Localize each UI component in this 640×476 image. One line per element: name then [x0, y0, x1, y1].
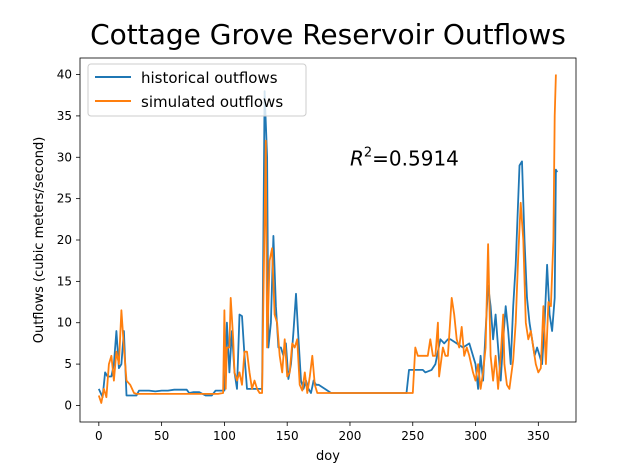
legend: historical outflows simulated outflows [87, 63, 307, 117]
r-squared-annotation: R2=0.5914 [350, 145, 459, 170]
y-tick-label: 15 [57, 274, 72, 288]
x-tick-label: 150 [276, 429, 299, 443]
y-tick-label: 30 [57, 150, 72, 164]
r-squared-value: =0.5914 [372, 146, 459, 170]
plot-frame [79, 57, 577, 423]
x-tick-label: 200 [339, 429, 362, 443]
legend-box [87, 63, 307, 117]
y-tick-label: 25 [57, 192, 72, 206]
series-layer [97, 74, 558, 404]
y-tick-label: 35 [57, 109, 72, 123]
axis-layer: 0 50 100 150 200 250 300 350 0 5 10 15 20 25 30 35 40 [57, 68, 550, 443]
legend-label-historical: historical outflows [141, 69, 278, 87]
r-squared-symbol: R [350, 146, 364, 170]
y-axis-label: Outflows (cubic meters/second) [32, 137, 47, 344]
legend-label-simulated: simulated outflows [141, 93, 283, 111]
x-tick-label: 350 [527, 429, 550, 443]
y-tick-label: 40 [57, 68, 72, 82]
y-tick-label: 0 [64, 398, 72, 412]
x-tick-label: 50 [154, 429, 169, 443]
x-tick-label: 0 [95, 429, 103, 443]
x-tick-label: 250 [401, 429, 424, 443]
x-axis-label: doy [316, 449, 340, 464]
series-line-simulated [97, 74, 557, 404]
chart-title: Cottage Grove Reservoir Outflows [90, 18, 566, 51]
x-tick-label: 300 [464, 429, 487, 443]
x-tick-label: 100 [213, 429, 236, 443]
y-tick-label: 10 [57, 316, 72, 330]
y-tick-label: 20 [57, 233, 72, 247]
y-tick-label: 5 [64, 357, 72, 371]
r-squared-superscript: 2 [364, 145, 372, 160]
plot-area [80, 58, 576, 422]
